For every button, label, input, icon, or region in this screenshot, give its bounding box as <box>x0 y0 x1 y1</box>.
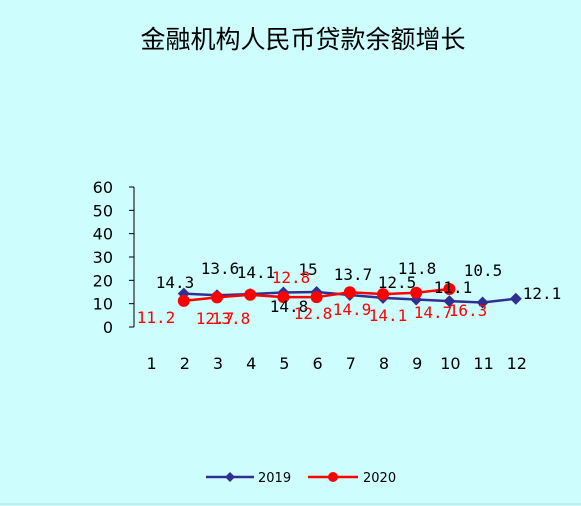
x-tick-label: 8 <box>379 354 389 373</box>
data-point-2020 <box>310 291 323 304</box>
data-point-2019 <box>476 296 489 309</box>
data-labels: 14.313.614.114.815 13.7 12.511.811.110.512… <box>137 259 562 328</box>
data-label-2019: 14.8 <box>270 297 309 316</box>
x-tick-label: 11 <box>473 354 493 373</box>
data-point-2020 <box>177 294 190 307</box>
data-label-2020: 13.8 <box>212 309 251 328</box>
legend-marker-2019 <box>225 472 235 482</box>
data-label-2019: 11.8 <box>398 259 437 278</box>
data-point-2020 <box>244 288 257 301</box>
data-label-2019: 12.5 <box>378 273 417 292</box>
data-point-2020 <box>410 286 423 299</box>
data-label-2019: 15 <box>298 260 317 279</box>
data-label-2020: 14.1 <box>369 306 408 325</box>
x-tick-label: 10 <box>440 354 460 373</box>
legend-label-2020: 2020 <box>363 471 396 486</box>
data-label-2020: 16.3 <box>449 301 488 320</box>
y-tick-label: 0 <box>103 318 113 337</box>
data-point-2020 <box>343 286 356 299</box>
data-label-2020: 12.8 <box>272 268 311 287</box>
legend-marker-2020 <box>328 472 338 482</box>
data-point-2020 <box>443 282 456 295</box>
x-tick-label: 12 <box>507 354 527 373</box>
data-label-2020: 11.2 <box>137 308 176 327</box>
y-tick-label: 40 <box>93 225 113 244</box>
data-point-2019 <box>509 292 522 305</box>
y-tick-label: 60 <box>93 178 113 197</box>
x-tick-label: 7 <box>346 354 356 373</box>
y-tick-label: 50 <box>93 201 113 220</box>
data-label-2019: 11.1 <box>434 278 473 297</box>
data-label-2019: 14.1 <box>237 263 276 282</box>
data-point-2020 <box>211 291 223 304</box>
x-tick-label: 4 <box>246 354 256 373</box>
data-label-2019: 13.7 <box>334 265 373 284</box>
series-layer <box>177 282 522 309</box>
data-point-2020 <box>277 291 290 304</box>
data-label-2019: 10.5 <box>464 261 503 280</box>
chart-title: 金融机构人民币贷款余额增长 <box>140 25 465 54</box>
x-tick-label: 5 <box>279 354 289 373</box>
legend: 2019 2020 <box>206 471 396 486</box>
y-tick-label: 30 <box>93 248 113 267</box>
data-point-2019 <box>443 295 456 308</box>
x-tick-label: 3 <box>213 354 223 373</box>
y-tick-label: 10 <box>93 295 113 314</box>
y-axis-ticks: 0 10 20 30 40 50 60 <box>93 178 134 337</box>
legend-label-2019: 2019 <box>258 471 291 486</box>
data-label-2020: 14.7 <box>414 303 453 322</box>
x-axis-ticks: 1 2 3 4 5 6 7 8 9 10 11 12 <box>147 354 527 373</box>
data-point-2020 <box>377 288 389 301</box>
data-label-2019: 13.6 <box>201 259 240 278</box>
y-tick-label: 20 <box>93 271 113 290</box>
data-label-2019: 14.3 <box>156 273 195 292</box>
x-tick-label: 9 <box>412 354 422 373</box>
data-label-2020: 14.9 <box>333 300 372 319</box>
data-label-2020: 12.8 <box>294 304 333 323</box>
x-tick-label: 6 <box>313 354 323 373</box>
data-label-2019: 12.1 <box>523 284 562 303</box>
data-label-2020: 12.7 <box>196 309 235 328</box>
x-tick-label: 2 <box>180 354 190 373</box>
x-tick-label: 1 <box>147 354 157 373</box>
